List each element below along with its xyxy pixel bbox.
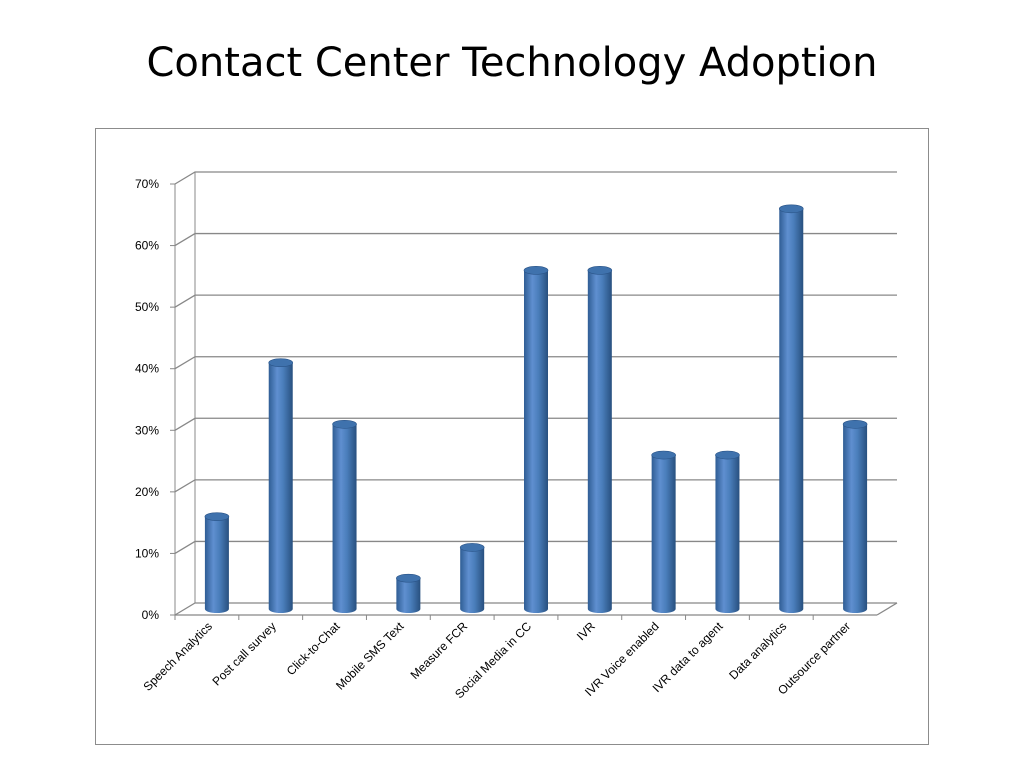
y-axis-tick-labels: 0% 10% 20% 30% 40% 50% 60% 70% bbox=[135, 177, 159, 622]
grid-layer bbox=[170, 171, 898, 620]
bar-chart: 0% 10% 20% 30% 40% 50% 60% 70% Speech Analytics… bbox=[135, 171, 898, 702]
y-tick-label: 60% bbox=[135, 239, 159, 253]
bar-body bbox=[460, 547, 485, 613]
y-tick-label: 10% bbox=[135, 546, 159, 560]
x-category-label: Mobile SMS Text bbox=[333, 619, 407, 693]
bar-top bbox=[459, 543, 485, 552]
y-tick-label: 20% bbox=[135, 485, 159, 499]
bar-body bbox=[204, 516, 229, 613]
bar-top bbox=[842, 419, 868, 429]
bar bbox=[778, 204, 804, 613]
bar bbox=[396, 573, 421, 613]
bar-top bbox=[268, 358, 294, 368]
bar bbox=[651, 450, 676, 613]
bar-body bbox=[843, 424, 868, 613]
x-category-label: Measure FCR bbox=[408, 619, 471, 682]
bar-body bbox=[587, 270, 612, 613]
gridline bbox=[174, 356, 897, 370]
bar bbox=[523, 266, 549, 613]
gridline bbox=[174, 171, 897, 185]
bar bbox=[332, 419, 357, 613]
bar bbox=[268, 358, 294, 613]
y-tick-label: 30% bbox=[135, 423, 159, 437]
bar bbox=[587, 266, 613, 613]
bar bbox=[204, 512, 230, 613]
x-category-label: IVR bbox=[574, 619, 598, 643]
bar-body bbox=[779, 208, 804, 613]
gridline bbox=[174, 294, 897, 308]
bar-top bbox=[778, 204, 804, 214]
bar-body bbox=[268, 362, 293, 613]
bar bbox=[459, 543, 485, 613]
gridline bbox=[174, 232, 897, 247]
bar-top bbox=[587, 266, 613, 275]
bar-body bbox=[332, 424, 357, 613]
gridline bbox=[174, 417, 897, 431]
x-category-label: Data analytics bbox=[726, 619, 789, 682]
bar-top bbox=[204, 512, 230, 521]
bar bbox=[842, 419, 868, 613]
bar-top bbox=[715, 450, 740, 460]
bar-top bbox=[332, 419, 357, 429]
bar-body bbox=[524, 270, 548, 613]
y-tick-label: 50% bbox=[135, 300, 159, 314]
floor-right-edge bbox=[876, 602, 898, 616]
x-category-label: Speech Analytics bbox=[141, 619, 216, 694]
bar-body bbox=[396, 578, 421, 613]
x-category-label: Click-to-Chat bbox=[284, 619, 343, 678]
bar bbox=[715, 450, 740, 613]
slide-title: Contact Center Technology Adoption bbox=[146, 40, 878, 86]
y-tick-label: 0% bbox=[142, 608, 160, 622]
x-category-label: IVR data to agent bbox=[650, 619, 726, 695]
bar-body bbox=[715, 455, 740, 613]
chart-area: 0% 10% 20% 30% 40% 50% 60% 70% Speech Analytics… bbox=[95, 128, 929, 745]
y-tick-label: 40% bbox=[135, 362, 159, 376]
bar-layer bbox=[204, 204, 868, 613]
y-tick-label: 70% bbox=[135, 177, 159, 191]
bar-top bbox=[651, 450, 676, 460]
bar-top bbox=[396, 573, 421, 583]
bar-top bbox=[523, 266, 549, 275]
bar-body bbox=[651, 455, 676, 613]
x-category-label: Post call survey bbox=[210, 619, 279, 688]
